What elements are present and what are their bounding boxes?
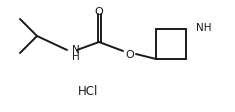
Text: HCl: HCl <box>78 85 98 98</box>
Text: NH: NH <box>196 23 212 33</box>
Text: O: O <box>126 50 134 59</box>
Text: H: H <box>72 52 80 61</box>
Text: O: O <box>95 7 103 17</box>
Text: N: N <box>72 45 80 55</box>
